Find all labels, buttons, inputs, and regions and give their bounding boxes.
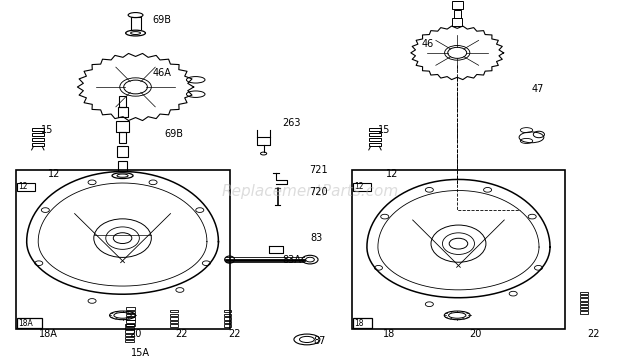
Bar — [580, 295, 588, 297]
Bar — [126, 308, 135, 310]
Text: 46: 46 — [422, 39, 433, 49]
Bar — [580, 305, 588, 307]
Text: 18: 18 — [355, 319, 364, 328]
Bar — [451, 1, 463, 9]
Text: 15: 15 — [378, 125, 391, 135]
Bar — [126, 314, 135, 317]
Text: 83: 83 — [310, 233, 322, 243]
Bar — [224, 314, 231, 316]
Bar — [32, 138, 44, 141]
Text: 721: 721 — [309, 165, 327, 175]
Bar — [224, 317, 231, 320]
Bar — [126, 311, 135, 313]
Bar — [369, 133, 381, 136]
Text: ReplacementParts.com: ReplacementParts.com — [221, 184, 399, 199]
Bar — [170, 310, 177, 313]
Bar — [580, 299, 588, 301]
Bar — [17, 318, 42, 328]
Bar — [16, 170, 229, 329]
Text: 720: 720 — [309, 187, 327, 197]
Text: 12: 12 — [48, 169, 61, 179]
Bar — [353, 318, 373, 328]
Text: 22: 22 — [587, 330, 600, 339]
Text: 20: 20 — [130, 330, 142, 339]
Bar — [224, 321, 231, 323]
Bar — [224, 324, 231, 327]
Text: 87: 87 — [313, 335, 326, 345]
Bar — [170, 324, 177, 327]
Bar — [352, 170, 565, 329]
Bar — [452, 18, 462, 26]
Text: 18A: 18A — [19, 319, 33, 328]
Text: 22: 22 — [175, 330, 188, 339]
Text: 69B: 69B — [153, 16, 171, 26]
Bar — [118, 161, 127, 171]
Text: 263: 263 — [282, 118, 301, 128]
Bar — [125, 330, 134, 332]
Bar — [126, 321, 135, 323]
Bar — [580, 302, 588, 304]
Bar — [117, 146, 128, 157]
Text: 12: 12 — [355, 182, 364, 191]
Text: 18A: 18A — [39, 330, 58, 339]
Bar — [116, 121, 130, 132]
Bar — [118, 106, 128, 117]
Text: 20: 20 — [469, 330, 482, 339]
Text: 69B: 69B — [165, 129, 184, 139]
Text: 15: 15 — [41, 125, 53, 135]
Bar — [453, 10, 461, 18]
Bar — [224, 310, 231, 313]
Text: 12: 12 — [19, 182, 28, 191]
Bar — [580, 292, 588, 294]
Text: 15A: 15A — [131, 348, 149, 358]
Text: 47: 47 — [531, 84, 544, 94]
Text: 22: 22 — [228, 330, 241, 339]
Text: 18: 18 — [383, 330, 395, 339]
Bar — [453, 0, 461, 1]
Bar — [125, 340, 134, 342]
Bar — [580, 312, 588, 314]
Bar — [170, 321, 177, 323]
Bar — [126, 323, 135, 326]
Bar — [125, 327, 134, 329]
Bar — [369, 128, 381, 131]
Bar — [369, 138, 381, 141]
Text: 12: 12 — [386, 169, 398, 179]
Bar — [126, 317, 135, 320]
Bar — [580, 308, 588, 310]
Bar — [17, 183, 35, 191]
Bar — [32, 133, 44, 136]
Bar — [119, 96, 126, 106]
Bar — [353, 183, 371, 191]
Bar — [125, 324, 134, 326]
Text: 83A: 83A — [282, 255, 301, 265]
Bar — [369, 143, 381, 146]
Bar — [32, 143, 44, 146]
Bar — [125, 337, 134, 339]
Bar — [170, 314, 177, 316]
Bar — [125, 334, 134, 336]
Text: 46A: 46A — [153, 68, 171, 78]
Bar — [170, 317, 177, 320]
Bar — [32, 128, 44, 131]
Bar — [119, 132, 126, 143]
